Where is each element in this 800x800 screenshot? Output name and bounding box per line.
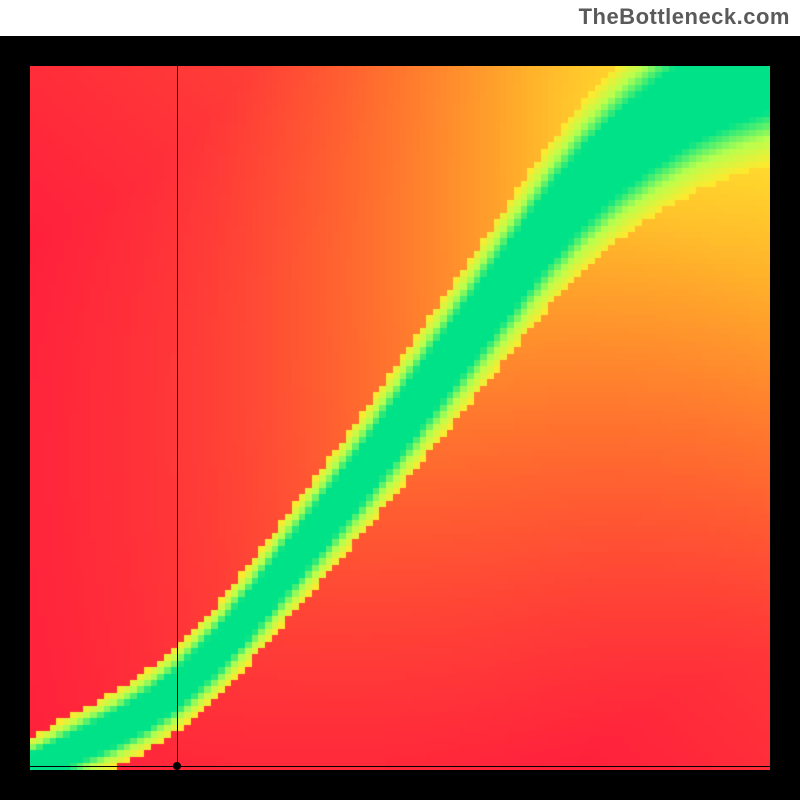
heatmap-canvas bbox=[30, 66, 770, 770]
chart-frame bbox=[0, 36, 800, 800]
crosshair-marker-dot bbox=[173, 762, 181, 770]
watermark-text: TheBottleneck.com bbox=[579, 4, 790, 30]
crosshair-vertical bbox=[177, 66, 178, 770]
chart-container: TheBottleneck.com bbox=[0, 0, 800, 800]
crosshair-horizontal bbox=[30, 766, 770, 767]
plot-area bbox=[30, 66, 770, 770]
